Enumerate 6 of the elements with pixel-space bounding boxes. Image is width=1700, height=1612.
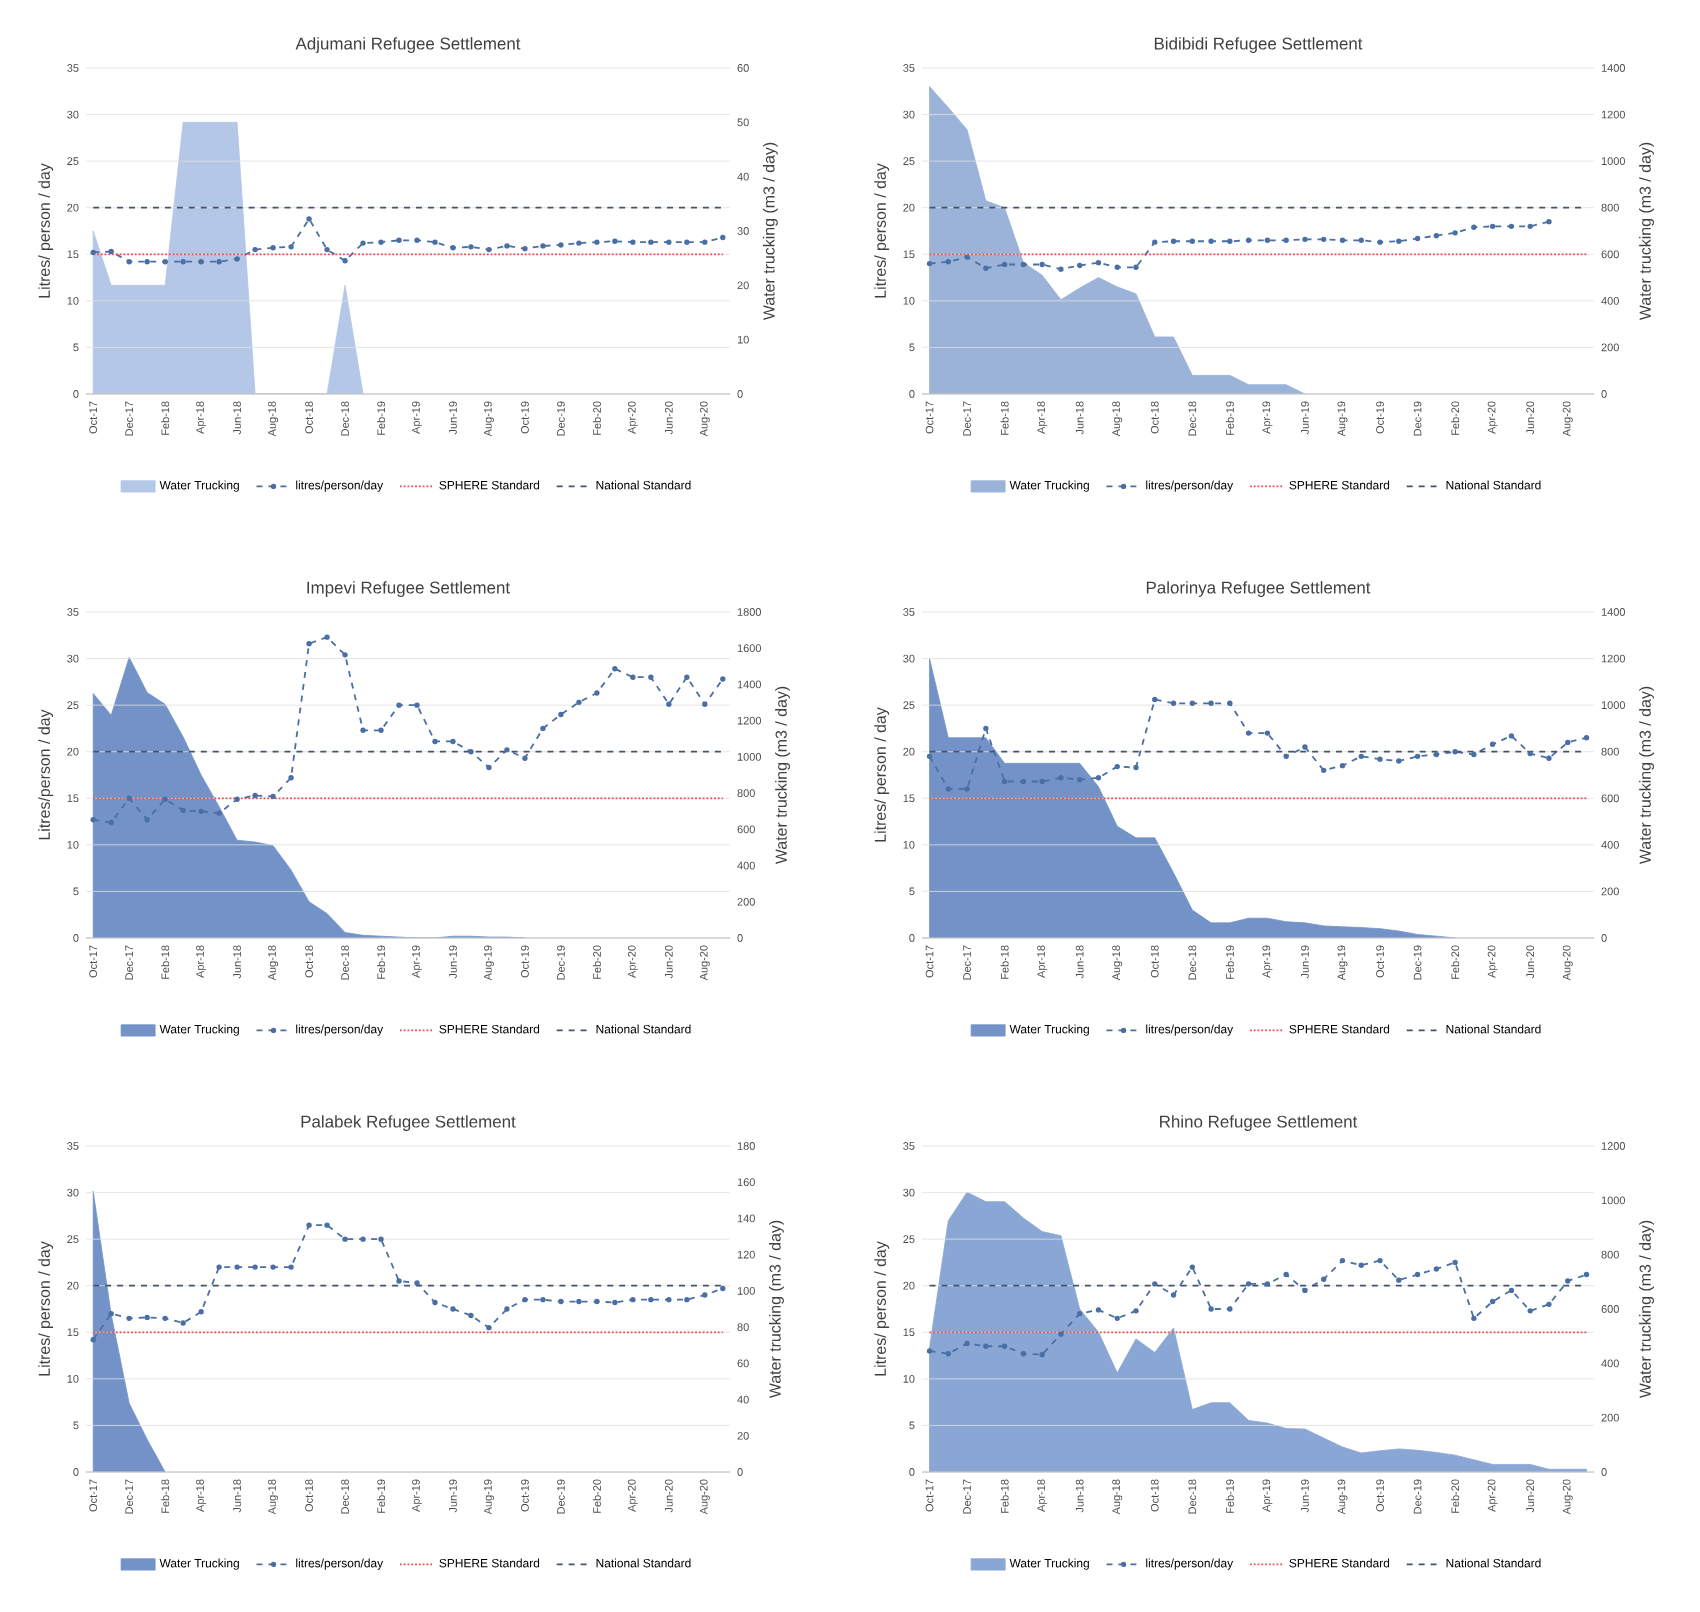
chart-title: Palorinya Refugee Settlement — [1146, 581, 1371, 597]
chart-title: Impevi Refugee Settlement — [307, 581, 510, 597]
chart-title: Rhino Refugee Settlement — [1160, 1115, 1358, 1131]
chart-title: Adjumani Refugee Settlement — [295, 37, 521, 53]
chart-title: Bidibidi Refugee Settlement — [1154, 37, 1363, 53]
chart-title: Palabek Refugee Settlement — [301, 1115, 516, 1131]
